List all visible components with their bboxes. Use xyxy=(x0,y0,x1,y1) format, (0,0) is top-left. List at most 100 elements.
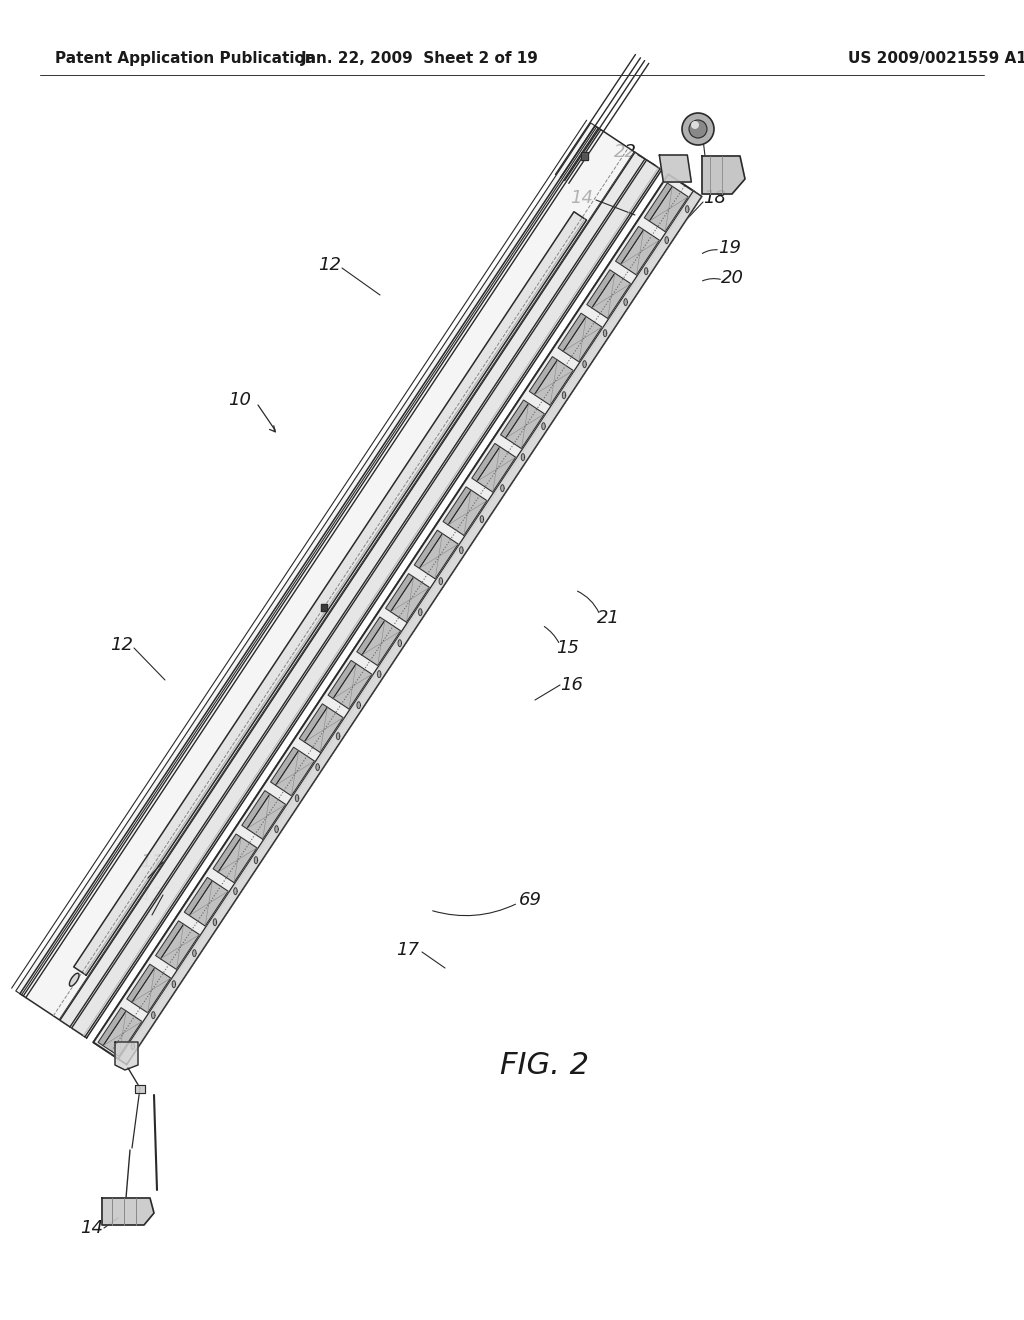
Text: 22: 22 xyxy=(613,143,637,161)
Text: 18: 18 xyxy=(703,189,726,207)
Polygon shape xyxy=(254,857,258,863)
Polygon shape xyxy=(152,1011,155,1019)
Polygon shape xyxy=(328,660,356,698)
Polygon shape xyxy=(449,490,487,536)
Polygon shape xyxy=(156,921,183,958)
Text: US 2009/0021559 A1: US 2009/0021559 A1 xyxy=(848,50,1024,66)
Polygon shape xyxy=(535,360,573,405)
Polygon shape xyxy=(102,1199,154,1225)
Circle shape xyxy=(689,120,707,139)
Polygon shape xyxy=(274,826,279,833)
Polygon shape xyxy=(583,360,587,368)
Polygon shape xyxy=(615,227,644,264)
Text: Jan. 22, 2009  Sheet 2 of 19: Jan. 22, 2009 Sheet 2 of 19 xyxy=(301,50,539,66)
Polygon shape xyxy=(270,747,299,785)
Polygon shape xyxy=(472,444,500,482)
Text: Patent Application Publication: Patent Application Publication xyxy=(55,50,315,66)
Polygon shape xyxy=(60,152,645,1027)
Polygon shape xyxy=(131,1043,134,1049)
Polygon shape xyxy=(132,968,171,1012)
Polygon shape xyxy=(558,313,586,351)
Polygon shape xyxy=(119,191,701,1064)
Text: 20: 20 xyxy=(721,269,743,286)
Polygon shape xyxy=(357,702,360,709)
Polygon shape xyxy=(333,664,372,709)
Polygon shape xyxy=(644,268,648,275)
Text: 13: 13 xyxy=(140,886,164,904)
Text: 14: 14 xyxy=(570,189,594,207)
Polygon shape xyxy=(398,640,401,647)
Polygon shape xyxy=(242,791,270,829)
Polygon shape xyxy=(72,160,660,1036)
Ellipse shape xyxy=(70,973,79,986)
Polygon shape xyxy=(649,186,688,231)
Text: 12: 12 xyxy=(318,256,341,275)
Polygon shape xyxy=(304,708,343,752)
Text: 69: 69 xyxy=(518,891,542,909)
Polygon shape xyxy=(15,123,597,995)
Polygon shape xyxy=(19,125,662,1038)
Polygon shape xyxy=(193,949,197,957)
Polygon shape xyxy=(135,1085,145,1093)
Polygon shape xyxy=(361,620,400,665)
Polygon shape xyxy=(247,793,286,840)
Polygon shape xyxy=(321,603,327,611)
Polygon shape xyxy=(443,487,471,525)
Polygon shape xyxy=(419,609,422,615)
Text: 12: 12 xyxy=(111,636,133,653)
Polygon shape xyxy=(415,531,442,569)
Polygon shape xyxy=(563,317,602,362)
Polygon shape xyxy=(506,404,545,449)
Polygon shape xyxy=(356,616,385,655)
Text: 11: 11 xyxy=(140,853,164,871)
Polygon shape xyxy=(685,206,689,213)
Text: 14: 14 xyxy=(81,1218,103,1237)
Text: 17: 17 xyxy=(396,941,420,960)
Polygon shape xyxy=(233,887,238,895)
Polygon shape xyxy=(420,533,458,578)
Polygon shape xyxy=(592,273,631,318)
Polygon shape xyxy=(501,484,504,491)
Text: 16: 16 xyxy=(560,676,584,694)
Polygon shape xyxy=(172,981,175,987)
Polygon shape xyxy=(275,751,314,796)
Polygon shape xyxy=(529,356,557,395)
Text: 21: 21 xyxy=(597,609,620,627)
Circle shape xyxy=(682,114,714,145)
Polygon shape xyxy=(460,546,463,553)
Polygon shape xyxy=(386,574,414,611)
Polygon shape xyxy=(74,211,587,975)
Polygon shape xyxy=(581,152,588,160)
Polygon shape xyxy=(501,400,528,438)
Text: 15: 15 xyxy=(556,639,580,657)
Polygon shape xyxy=(213,919,217,925)
Polygon shape xyxy=(521,454,524,461)
Polygon shape xyxy=(184,878,212,916)
Polygon shape xyxy=(665,236,669,244)
Polygon shape xyxy=(624,298,628,306)
Polygon shape xyxy=(378,671,381,677)
Polygon shape xyxy=(103,1011,142,1056)
Polygon shape xyxy=(390,577,429,622)
Polygon shape xyxy=(644,183,673,220)
Polygon shape xyxy=(337,733,340,739)
Polygon shape xyxy=(98,1007,126,1045)
Text: FIG. 2: FIG. 2 xyxy=(501,1051,590,1080)
Polygon shape xyxy=(127,964,155,1002)
Polygon shape xyxy=(218,837,257,883)
Polygon shape xyxy=(477,446,516,492)
Polygon shape xyxy=(542,422,545,429)
Text: 10: 10 xyxy=(228,391,252,409)
Polygon shape xyxy=(621,230,659,275)
Polygon shape xyxy=(93,174,701,1064)
Polygon shape xyxy=(659,154,691,182)
Text: 19: 19 xyxy=(719,239,741,257)
Polygon shape xyxy=(115,1041,138,1071)
Polygon shape xyxy=(603,330,607,337)
Polygon shape xyxy=(93,174,695,1060)
Polygon shape xyxy=(299,704,328,742)
Polygon shape xyxy=(587,269,614,308)
Polygon shape xyxy=(295,795,299,801)
Polygon shape xyxy=(213,834,241,873)
Circle shape xyxy=(691,121,699,129)
